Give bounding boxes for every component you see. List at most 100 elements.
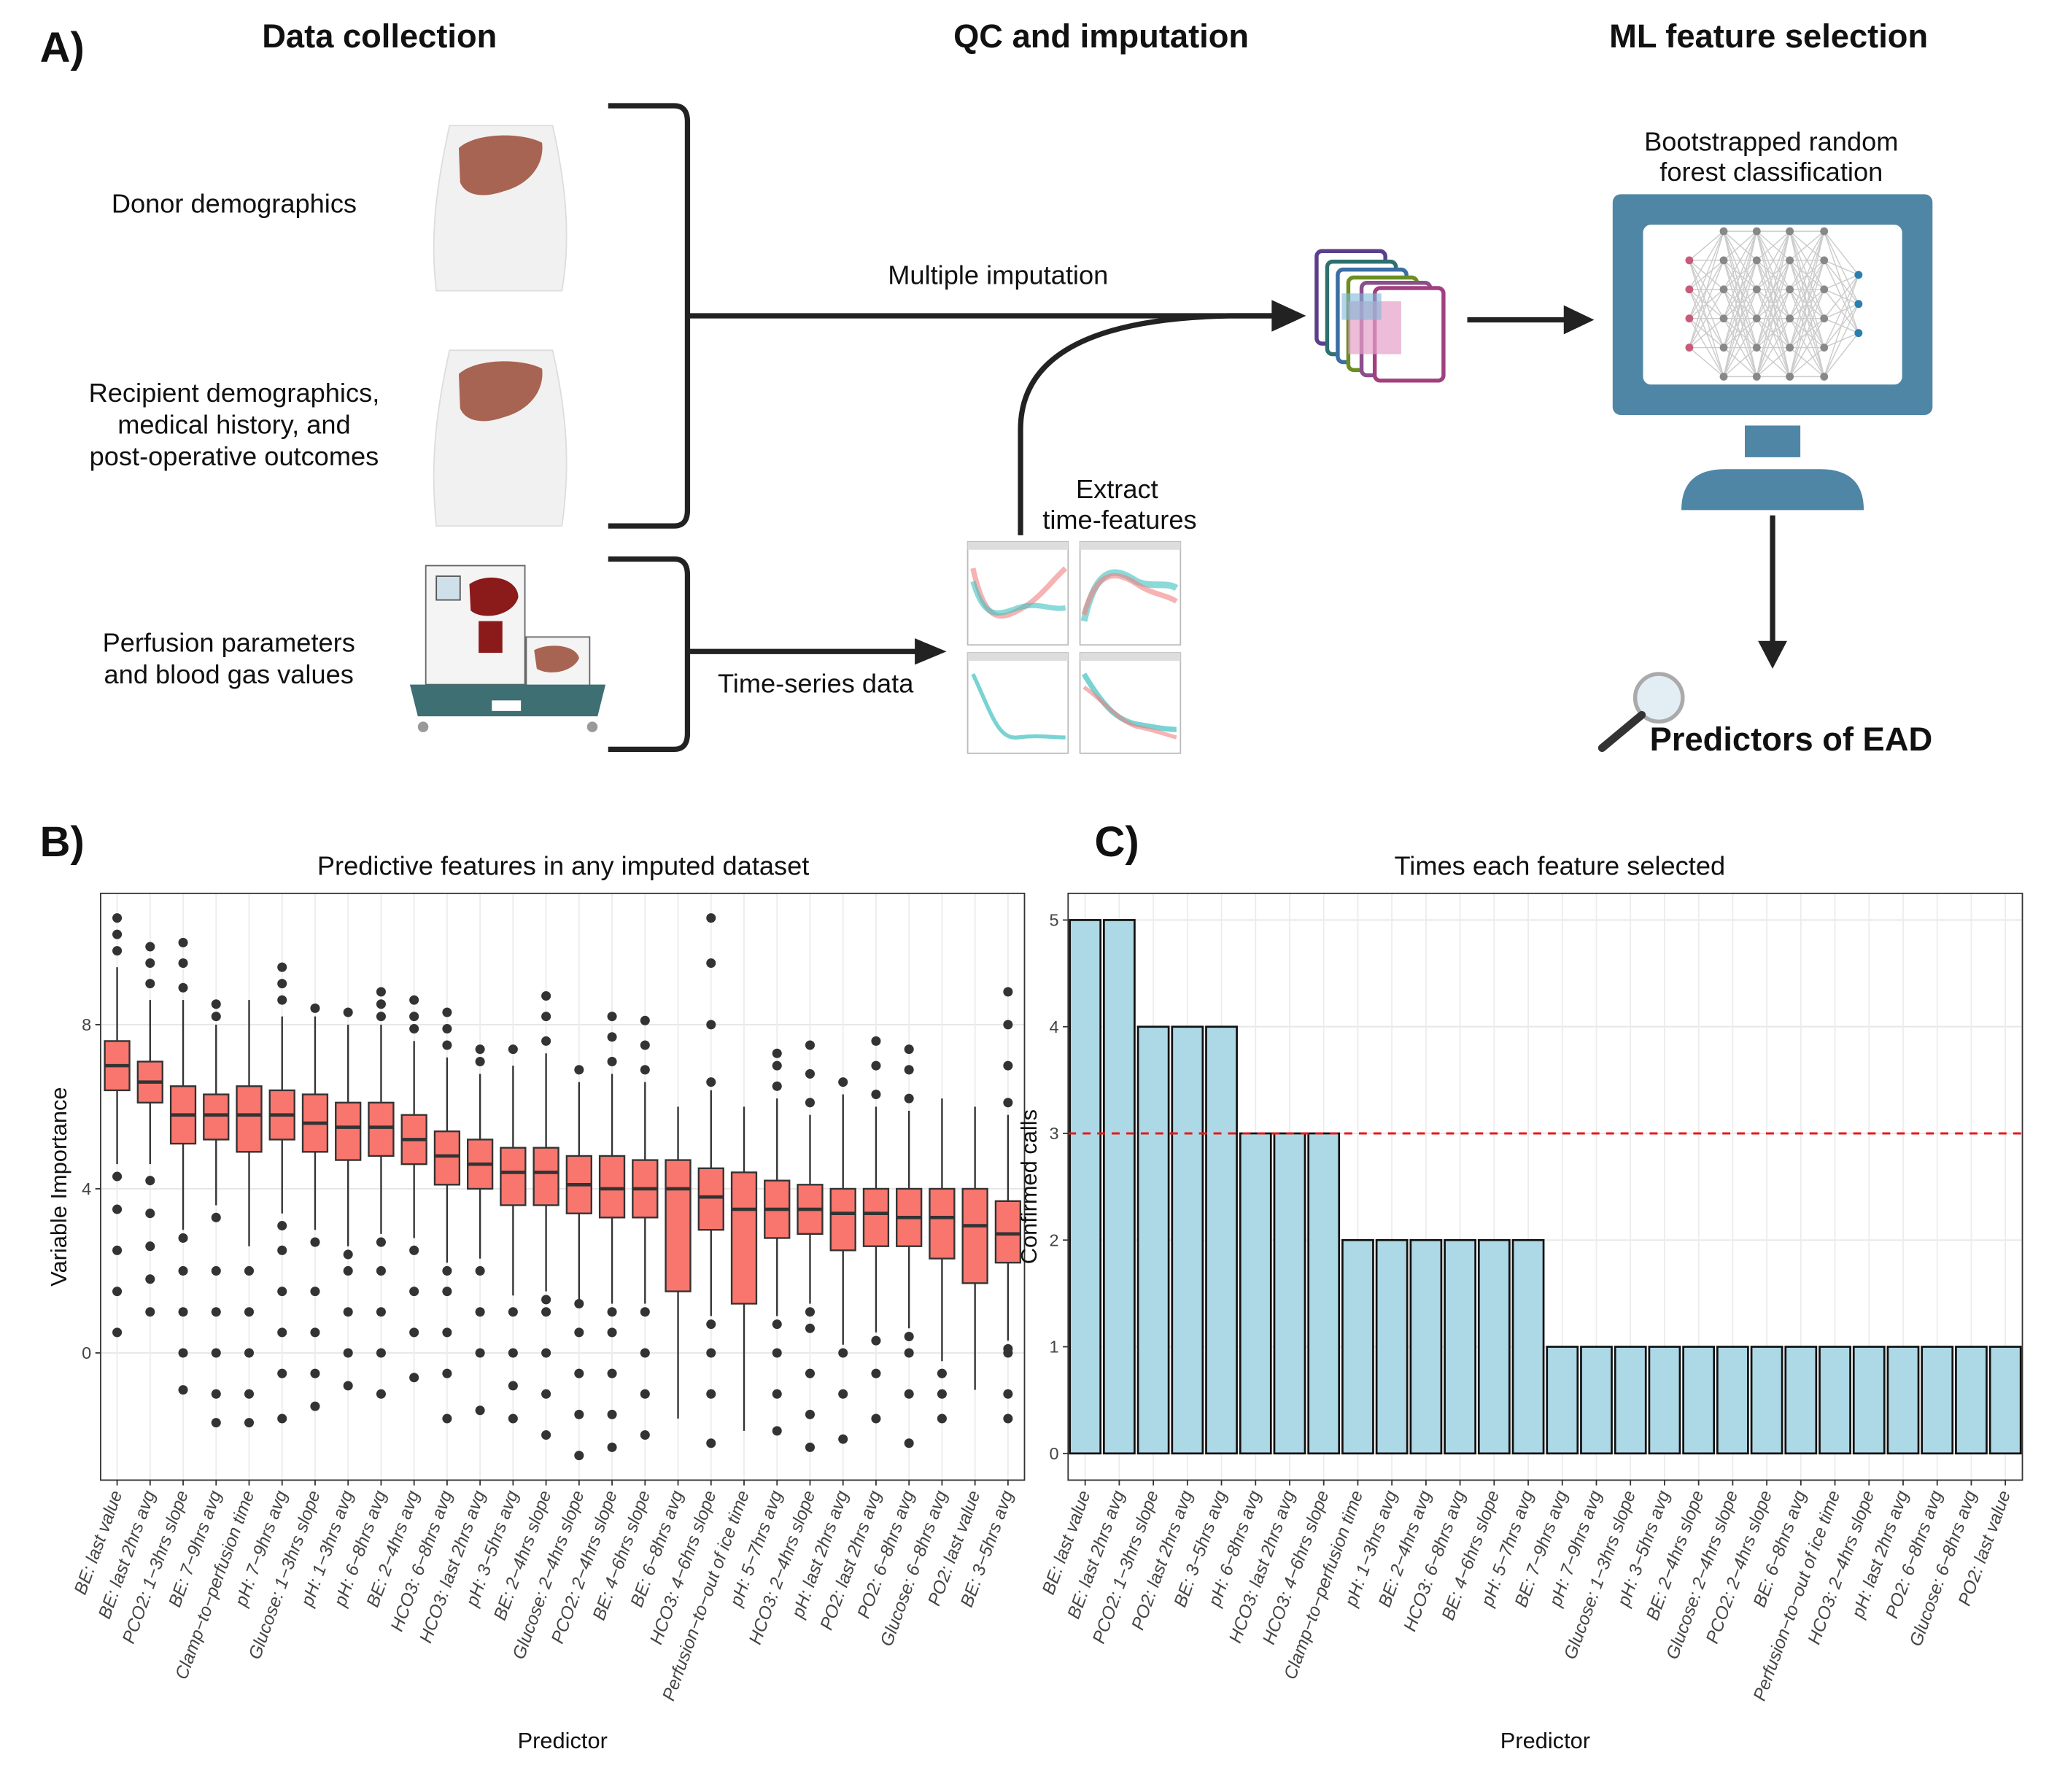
outlier [442, 1287, 452, 1297]
nn-edge [1689, 230, 1724, 319]
input-label: Recipient demographics, [89, 378, 380, 408]
outlier [904, 1438, 914, 1448]
outlier [409, 1327, 419, 1338]
outlier [574, 1368, 584, 1378]
nn-node [1820, 314, 1829, 323]
nn-edge [1789, 318, 1825, 377]
nn-edge [1723, 289, 1757, 377]
outlier [442, 1327, 452, 1338]
nn-edge [1723, 318, 1757, 377]
arrowhead [915, 300, 1787, 669]
outlier [244, 1348, 255, 1358]
outlier [772, 1348, 782, 1358]
connector [608, 103, 1775, 752]
outlier [112, 1245, 123, 1255]
input-label: Donor demographics [112, 189, 357, 219]
box [236, 1085, 263, 1153]
outlier [574, 1065, 584, 1075]
step-label: time-features [1042, 505, 1196, 535]
outlier [541, 1036, 551, 1046]
outlier [772, 1426, 782, 1436]
outlier [574, 1409, 584, 1419]
outlier [475, 1307, 485, 1317]
outlier [211, 1212, 221, 1222]
bar [1921, 1346, 1954, 1455]
time-series-thumbnails [967, 540, 1182, 754]
y-tick-label: 1 [1050, 1338, 1059, 1357]
body-icon [433, 349, 568, 527]
charts: B) Predictive features in any imputed dat… [40, 819, 2023, 1753]
nn-edge [1723, 230, 1757, 319]
outlier [112, 929, 123, 939]
bar [1171, 1025, 1204, 1455]
outlier [310, 1401, 320, 1411]
outlier [310, 1368, 320, 1378]
nn-edge [1824, 230, 1859, 276]
outlier [541, 1348, 551, 1358]
heading: ML feature selection [1609, 18, 1928, 55]
y-tick-label: 0 [82, 1343, 91, 1362]
outlier [904, 1065, 914, 1075]
nn-node [1752, 227, 1761, 236]
outlier [607, 1442, 617, 1452]
nn-edge [1756, 230, 1791, 348]
outlier [541, 1012, 551, 1022]
nn-node [1719, 285, 1728, 294]
outlier [640, 1015, 650, 1025]
outlier [178, 958, 188, 969]
outlier [607, 1012, 617, 1022]
y-tick-label: 8 [82, 1015, 91, 1034]
nn-node [1820, 227, 1829, 236]
outlier [244, 1307, 255, 1317]
nn-edge [1756, 260, 1791, 377]
outlier [772, 1389, 782, 1399]
box [862, 1187, 890, 1247]
outlier [706, 1020, 716, 1030]
outlier [343, 1007, 353, 1017]
outlier [442, 1024, 452, 1034]
nn-node [1786, 285, 1794, 294]
nn-edge [1689, 289, 1724, 348]
bar [1511, 1238, 1545, 1455]
outlier [706, 913, 716, 923]
panel-label: B) [40, 819, 85, 866]
input-label: and blood gas values [104, 659, 354, 689]
outlier [178, 1233, 188, 1243]
plot-border [1067, 892, 2023, 1481]
nn-edge [1789, 289, 1825, 377]
magnifier-icon [1597, 672, 1685, 752]
outlier [871, 1036, 881, 1046]
outlier [178, 1307, 188, 1317]
bar [1648, 1346, 1681, 1455]
outlier [838, 1389, 848, 1399]
outlier [376, 1012, 386, 1022]
outlier [376, 999, 386, 1009]
nn-edge [1756, 230, 1791, 290]
y-tick-label: 2 [1050, 1230, 1059, 1249]
nn-node [1685, 314, 1694, 323]
outlier [475, 1265, 485, 1276]
nn-edge [1689, 346, 1724, 377]
box [203, 1093, 230, 1141]
bar [1852, 1346, 1886, 1455]
datasets-icon [1314, 249, 1446, 383]
outlier [409, 1245, 419, 1255]
box [697, 1167, 724, 1231]
outlier [376, 987, 386, 997]
outlier [244, 1389, 255, 1399]
outlier [145, 1241, 155, 1252]
input-label: medical history, and [117, 409, 350, 439]
box [730, 1171, 758, 1305]
heading: QC and imputation [953, 18, 1249, 55]
nn-node [1786, 314, 1794, 323]
outlier [376, 1348, 386, 1358]
outlier [112, 1204, 123, 1214]
outlier [376, 1265, 386, 1276]
nn-node [1752, 256, 1761, 265]
bar [1444, 1238, 1476, 1455]
bar [1375, 1238, 1409, 1455]
nn-node [1854, 329, 1863, 338]
outlier [541, 1307, 551, 1317]
outlier [178, 1385, 188, 1395]
